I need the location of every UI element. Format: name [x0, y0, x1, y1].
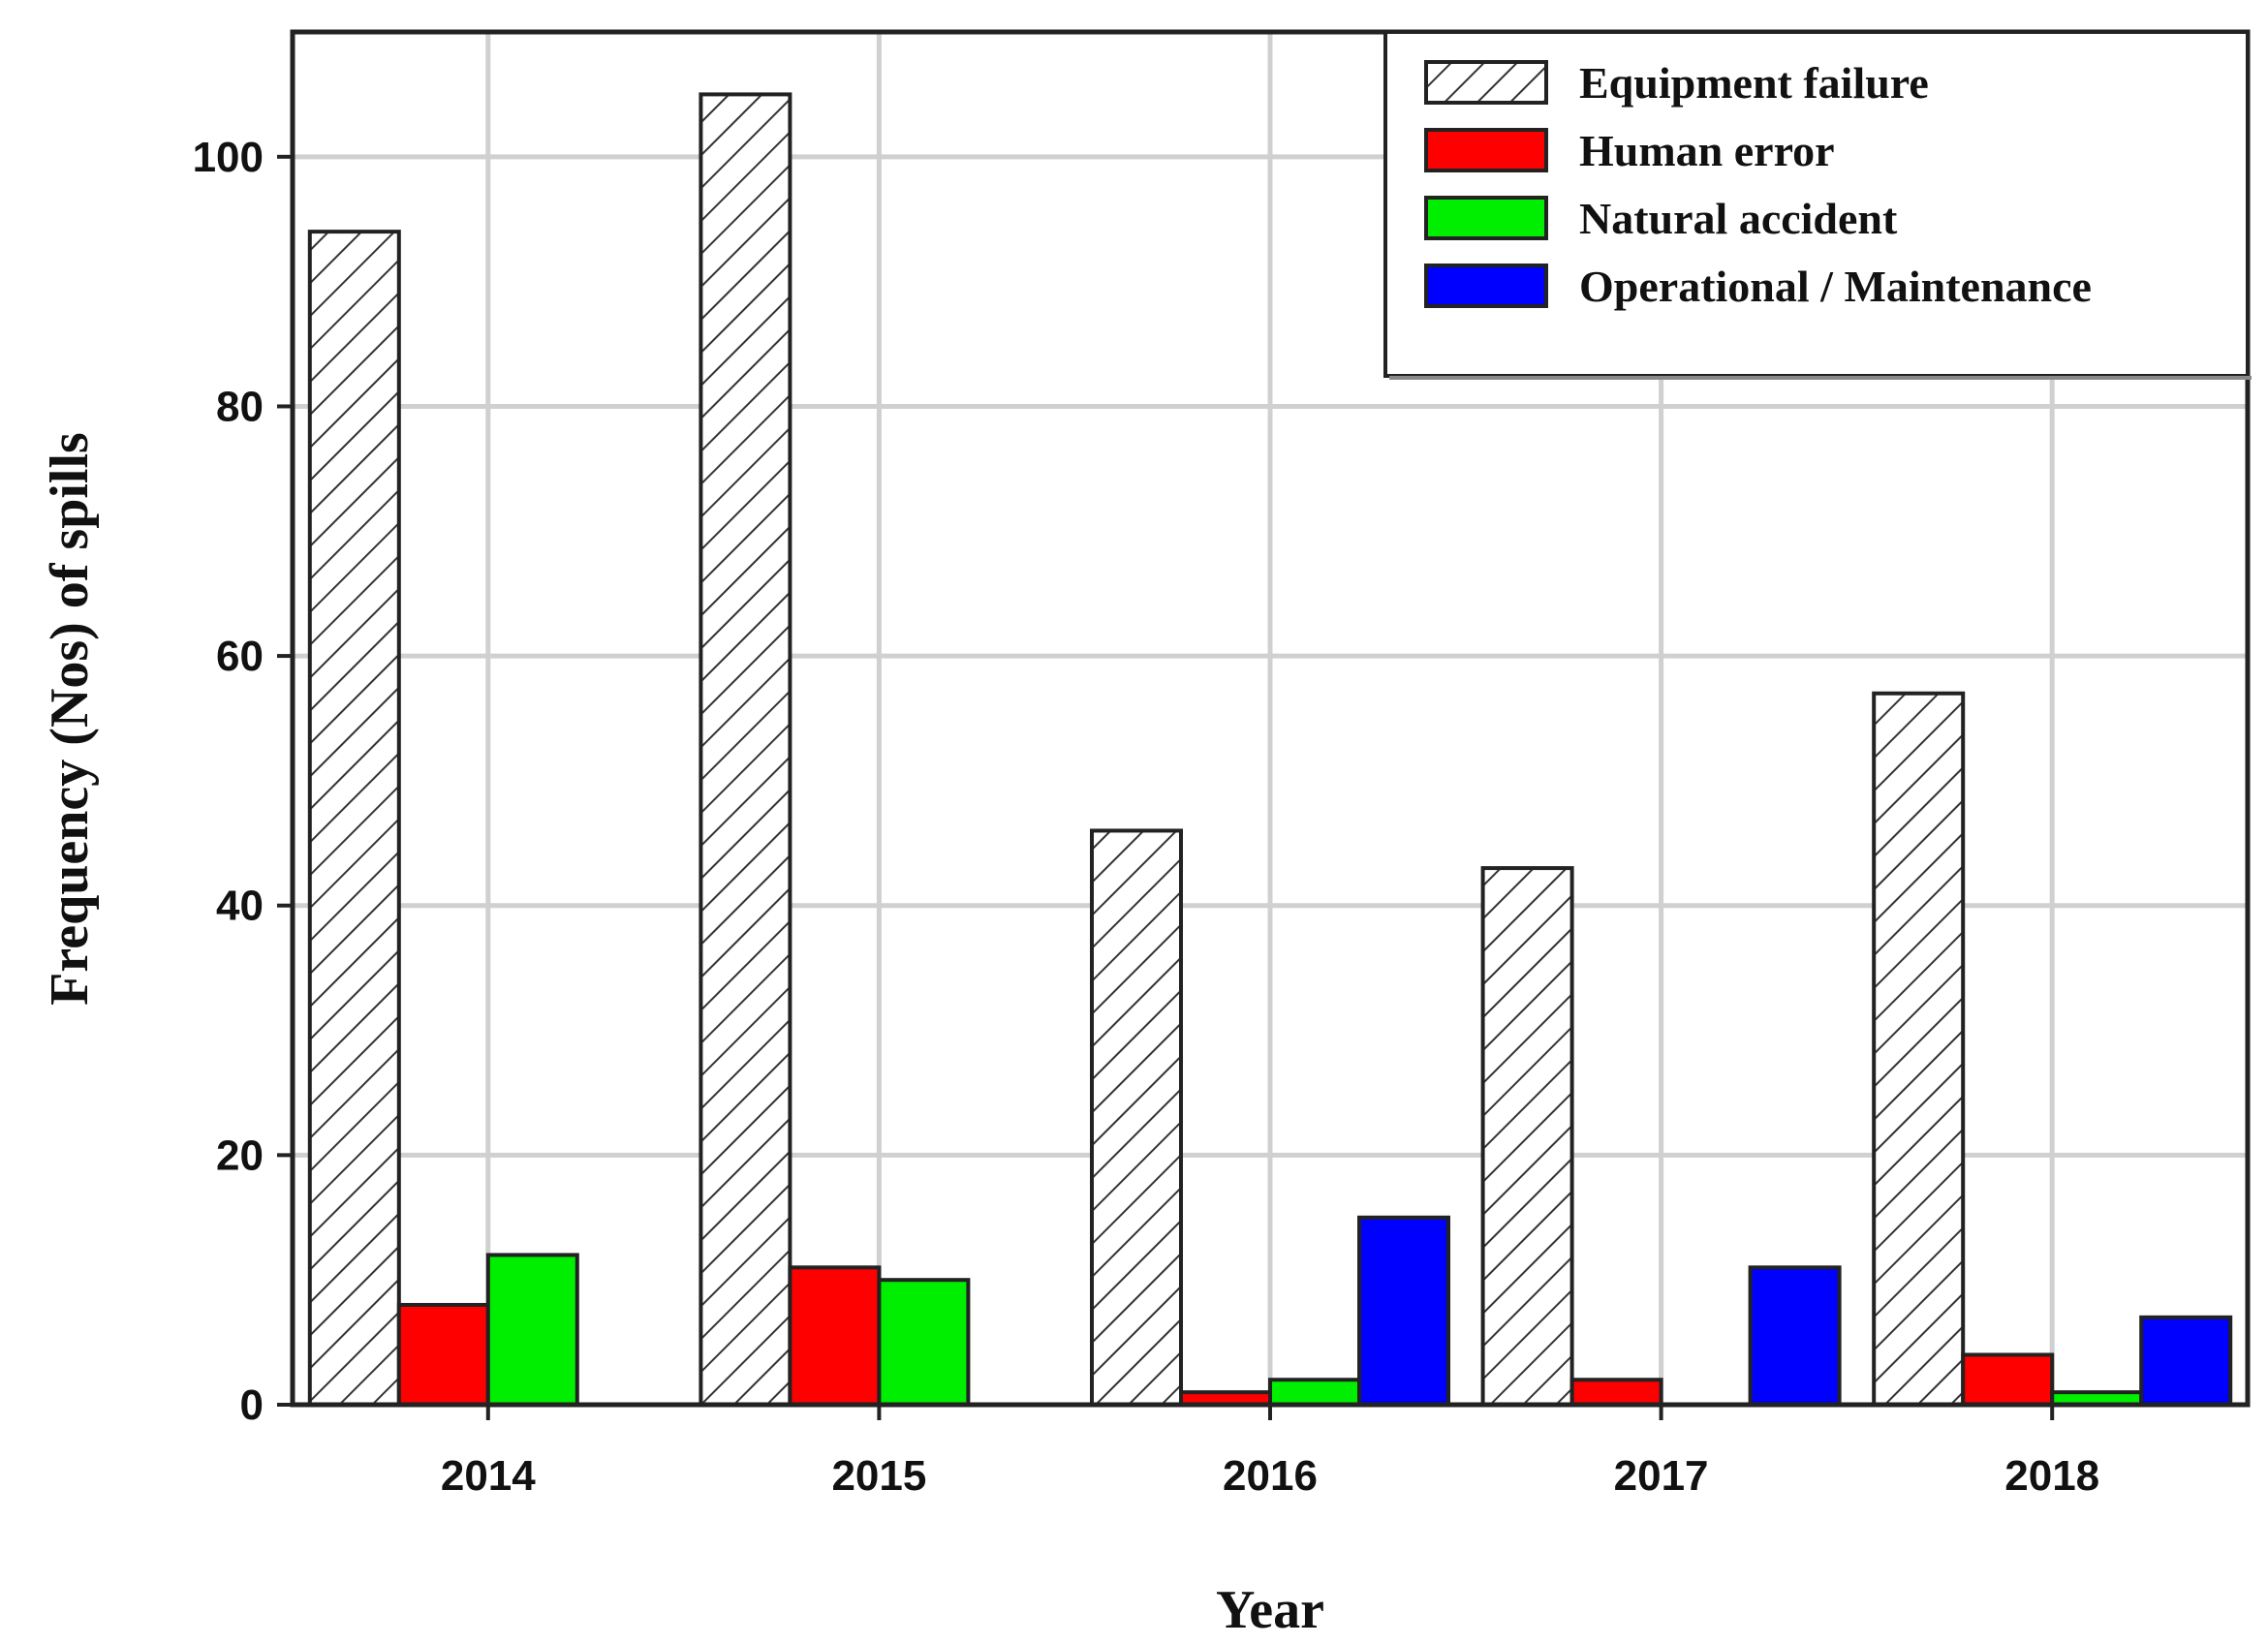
x-axis-title: Year — [1216, 1580, 1324, 1640]
bar-human-error-2014 — [396, 1302, 490, 1407]
bar-equipment-failure-2017 — [1480, 866, 1574, 1407]
x-axis: 2014 2015 2016 2017 2018 — [441, 1405, 2099, 1500]
y-tick-label: 0 — [240, 1381, 264, 1429]
bar-natural-accident-2016 — [1268, 1378, 1361, 1407]
legend-label: Operational / Maintenance — [1579, 262, 2092, 311]
bar-natural-accident-2015 — [877, 1278, 971, 1407]
y-tick-label: 80 — [216, 383, 264, 430]
bar-equipment-failure-2015 — [699, 92, 792, 1408]
x-tick-label: 2017 — [1614, 1452, 1709, 1500]
gridlines — [293, 32, 2248, 1405]
bar-operational-maintenance-2016 — [1357, 1215, 1450, 1407]
x-tick-label: 2018 — [2004, 1452, 2099, 1500]
bar-operational-maintenance-2017 — [1748, 1265, 1842, 1408]
bar-natural-accident-2014 — [485, 1253, 579, 1408]
bar-operational-maintenance-2018 — [2139, 1315, 2233, 1407]
y-axis: 0 20 40 60 80 100 — [193, 134, 293, 1429]
x-tick-label: 2016 — [1223, 1452, 1318, 1500]
legend-shadow — [1389, 376, 2252, 380]
bar-equipment-failure-2016 — [1090, 828, 1183, 1407]
y-axis-title: Frequency (Nos) of spills — [40, 432, 100, 1006]
legend-swatch — [1424, 264, 1548, 308]
bar-equipment-failure-2018 — [1872, 691, 1966, 1407]
legend-swatch — [1424, 60, 1548, 105]
legend: Equipment failure Human error Natural acci… — [1383, 30, 2252, 380]
x-tick-label: 2014 — [441, 1452, 536, 1500]
bar-human-error-2017 — [1569, 1378, 1663, 1407]
bar-equipment-failure-2014 — [307, 230, 401, 1407]
legend-label: Equipment failure — [1579, 58, 1929, 108]
legend-swatch — [1424, 128, 1548, 172]
legend-label: Natural accident — [1579, 194, 1898, 243]
y-tick-label: 60 — [216, 633, 264, 680]
x-tick-label: 2015 — [831, 1452, 926, 1500]
legend-swatch — [1424, 196, 1548, 240]
bar-human-error-2015 — [788, 1265, 882, 1408]
bar-human-error-2018 — [1961, 1352, 2055, 1408]
y-tick-label: 40 — [216, 883, 264, 930]
y-tick-label: 20 — [216, 1132, 264, 1179]
legend-label: Human error — [1579, 126, 1835, 175]
y-tick-label: 100 — [193, 134, 264, 181]
